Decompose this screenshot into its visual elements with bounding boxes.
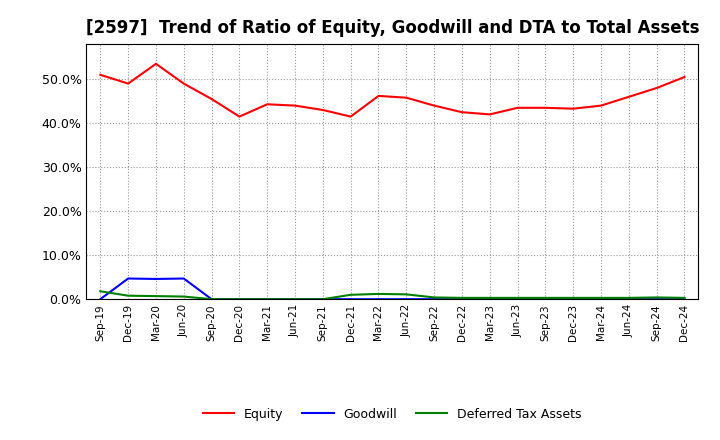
Deferred Tax Assets bbox=[346, 292, 355, 297]
Deferred Tax Assets bbox=[402, 292, 410, 297]
Goodwill bbox=[652, 297, 661, 302]
Equity bbox=[569, 106, 577, 111]
Deferred Tax Assets bbox=[458, 295, 467, 301]
Equity bbox=[346, 114, 355, 119]
Deferred Tax Assets bbox=[96, 289, 104, 294]
Equity bbox=[541, 105, 550, 110]
Equity bbox=[652, 85, 661, 91]
Goodwill bbox=[346, 297, 355, 302]
Deferred Tax Assets bbox=[569, 295, 577, 301]
Equity bbox=[597, 103, 606, 108]
Line: Goodwill: Goodwill bbox=[100, 279, 685, 299]
Equity bbox=[624, 94, 633, 99]
Equity bbox=[124, 81, 132, 86]
Goodwill bbox=[207, 297, 216, 302]
Goodwill bbox=[513, 297, 522, 302]
Equity bbox=[263, 102, 271, 107]
Deferred Tax Assets bbox=[652, 295, 661, 300]
Deferred Tax Assets bbox=[513, 295, 522, 301]
Goodwill bbox=[458, 297, 467, 302]
Line: Equity: Equity bbox=[100, 64, 685, 117]
Equity bbox=[680, 74, 689, 80]
Equity bbox=[402, 95, 410, 100]
Deferred Tax Assets bbox=[597, 295, 606, 301]
Goodwill bbox=[680, 297, 689, 302]
Equity bbox=[96, 72, 104, 77]
Deferred Tax Assets bbox=[318, 297, 327, 302]
Goodwill bbox=[96, 297, 104, 302]
Equity bbox=[152, 61, 161, 66]
Equity bbox=[485, 112, 494, 117]
Legend: Equity, Goodwill, Deferred Tax Assets: Equity, Goodwill, Deferred Tax Assets bbox=[198, 403, 587, 425]
Goodwill bbox=[569, 297, 577, 302]
Equity bbox=[430, 103, 438, 108]
Equity bbox=[291, 103, 300, 108]
Equity bbox=[458, 110, 467, 115]
Deferred Tax Assets bbox=[624, 295, 633, 301]
Title: [2597]  Trend of Ratio of Equity, Goodwill and DTA to Total Assets: [2597] Trend of Ratio of Equity, Goodwil… bbox=[86, 19, 699, 37]
Goodwill bbox=[179, 276, 188, 281]
Goodwill bbox=[485, 297, 494, 302]
Equity bbox=[513, 105, 522, 110]
Goodwill bbox=[624, 297, 633, 302]
Goodwill bbox=[263, 297, 271, 302]
Deferred Tax Assets bbox=[124, 293, 132, 298]
Deferred Tax Assets bbox=[374, 291, 383, 297]
Deferred Tax Assets bbox=[179, 294, 188, 299]
Goodwill bbox=[318, 297, 327, 302]
Goodwill bbox=[124, 276, 132, 281]
Deferred Tax Assets bbox=[291, 297, 300, 302]
Equity bbox=[207, 96, 216, 102]
Goodwill bbox=[430, 297, 438, 302]
Goodwill bbox=[541, 297, 550, 302]
Deferred Tax Assets bbox=[152, 293, 161, 299]
Goodwill bbox=[402, 297, 410, 302]
Goodwill bbox=[597, 297, 606, 302]
Goodwill bbox=[152, 276, 161, 282]
Deferred Tax Assets bbox=[485, 295, 494, 301]
Equity bbox=[179, 81, 188, 86]
Deferred Tax Assets bbox=[263, 297, 271, 302]
Goodwill bbox=[291, 297, 300, 302]
Deferred Tax Assets bbox=[207, 297, 216, 302]
Line: Deferred Tax Assets: Deferred Tax Assets bbox=[100, 291, 685, 299]
Goodwill bbox=[235, 297, 243, 302]
Equity bbox=[318, 107, 327, 113]
Equity bbox=[235, 114, 243, 119]
Equity bbox=[374, 93, 383, 99]
Deferred Tax Assets bbox=[430, 295, 438, 300]
Deferred Tax Assets bbox=[235, 297, 243, 302]
Goodwill bbox=[374, 297, 383, 302]
Deferred Tax Assets bbox=[680, 295, 689, 301]
Deferred Tax Assets bbox=[541, 295, 550, 301]
